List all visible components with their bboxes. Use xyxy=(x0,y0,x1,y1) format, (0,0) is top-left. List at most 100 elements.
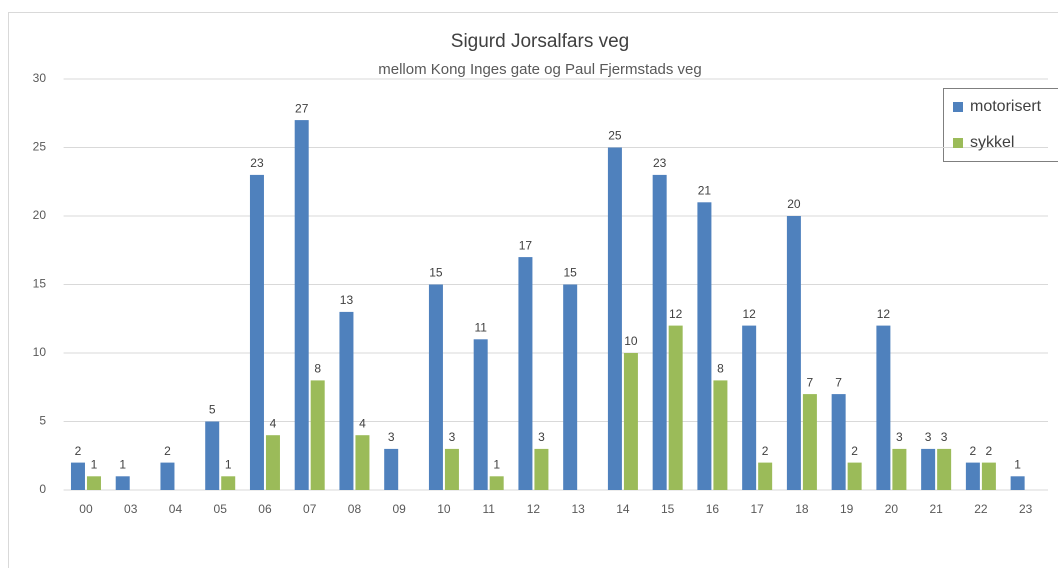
bar xyxy=(652,174,667,490)
bar xyxy=(981,462,996,490)
value-label: 4 xyxy=(359,416,366,430)
bar xyxy=(473,339,488,490)
value-label: 2 xyxy=(762,444,769,458)
y-tick-label: 25 xyxy=(33,140,47,154)
bar xyxy=(742,325,757,490)
bar xyxy=(221,476,236,490)
legend-swatch xyxy=(953,138,963,148)
x-tick-label: 04 xyxy=(169,502,183,516)
x-tick-label: 14 xyxy=(616,502,630,516)
value-label: 2 xyxy=(164,444,171,458)
value-label: 12 xyxy=(669,307,683,321)
value-label: 23 xyxy=(653,156,667,170)
value-label: 20 xyxy=(787,197,801,211)
x-tick-label: 15 xyxy=(661,502,675,516)
bar xyxy=(847,462,862,490)
value-label: 8 xyxy=(314,362,321,376)
y-tick-label: 20 xyxy=(33,208,47,222)
value-label: 7 xyxy=(807,375,814,389)
bar xyxy=(339,311,354,490)
bar xyxy=(355,435,370,490)
bar xyxy=(921,448,936,490)
x-tick-label: 19 xyxy=(840,502,854,516)
value-label: 3 xyxy=(925,430,932,444)
bar xyxy=(892,448,907,490)
bar xyxy=(428,284,443,490)
bar xyxy=(831,394,846,490)
value-label: 1 xyxy=(225,457,232,471)
legend-box xyxy=(943,88,1058,162)
bar xyxy=(160,462,175,490)
value-label: 12 xyxy=(742,307,756,321)
value-label: 5 xyxy=(209,403,216,417)
bar xyxy=(607,147,622,490)
y-tick-label: 30 xyxy=(33,71,47,85)
x-tick-label: 20 xyxy=(885,502,899,516)
bar xyxy=(876,325,891,490)
x-tick-label: 00 xyxy=(79,502,93,516)
bar xyxy=(563,284,578,490)
value-label: 13 xyxy=(340,293,354,307)
bar xyxy=(86,476,101,490)
value-label: 8 xyxy=(717,362,724,376)
x-tick-label: 17 xyxy=(750,502,764,516)
bar xyxy=(713,380,728,490)
bar xyxy=(786,216,801,490)
chart-title: Sigurd Jorsalfars veg xyxy=(451,31,629,52)
value-label: 3 xyxy=(941,430,948,444)
value-label: 2 xyxy=(75,444,82,458)
bar xyxy=(937,448,952,490)
bar xyxy=(758,462,773,490)
bar xyxy=(623,353,638,490)
bar xyxy=(802,394,817,490)
bar xyxy=(489,476,504,490)
bar xyxy=(249,174,264,490)
x-tick-label: 21 xyxy=(929,502,943,516)
x-tick-label: 03 xyxy=(124,502,138,516)
bar xyxy=(310,380,325,490)
x-tick-label: 13 xyxy=(571,502,585,516)
chart-subtitle: mellom Kong Inges gate og Paul Fjermstad… xyxy=(378,61,702,78)
bar xyxy=(205,421,220,490)
bar xyxy=(265,435,280,490)
value-label: 3 xyxy=(896,430,903,444)
value-label: 1 xyxy=(91,457,98,471)
value-label: 23 xyxy=(250,156,264,170)
y-tick-label: 5 xyxy=(39,414,46,428)
y-tick-label: 0 xyxy=(39,482,46,496)
x-tick-label: 07 xyxy=(303,502,317,516)
value-label: 12 xyxy=(877,307,891,321)
bar xyxy=(115,476,130,490)
x-tick-label: 10 xyxy=(437,502,451,516)
x-tick-label: 23 xyxy=(1019,502,1033,516)
value-label: 4 xyxy=(270,416,277,430)
value-label: 15 xyxy=(429,266,443,280)
legend-label: motorisert xyxy=(970,98,1042,115)
bar xyxy=(70,462,85,490)
value-label: 27 xyxy=(295,101,309,115)
value-label: 3 xyxy=(449,430,456,444)
bar xyxy=(668,325,683,490)
value-label: 21 xyxy=(698,183,712,197)
bar xyxy=(294,120,309,490)
y-tick-label: 15 xyxy=(33,277,47,291)
value-label: 25 xyxy=(608,129,622,143)
value-label: 11 xyxy=(474,320,487,334)
bar xyxy=(965,462,980,490)
value-label: 2 xyxy=(970,444,977,458)
value-label: 7 xyxy=(835,375,842,389)
value-label: 2 xyxy=(851,444,858,458)
x-tick-label: 06 xyxy=(258,502,272,516)
value-label: 2 xyxy=(986,444,993,458)
x-tick-label: 09 xyxy=(393,502,407,516)
x-tick-label: 05 xyxy=(214,502,228,516)
value-label: 17 xyxy=(519,238,533,252)
value-label: 1 xyxy=(119,457,126,471)
value-label: 10 xyxy=(624,334,638,348)
x-tick-label: 22 xyxy=(974,502,988,516)
value-label: 3 xyxy=(388,430,395,444)
bar xyxy=(518,257,533,490)
legend-swatch xyxy=(953,102,963,112)
x-tick-label: 12 xyxy=(527,502,541,516)
